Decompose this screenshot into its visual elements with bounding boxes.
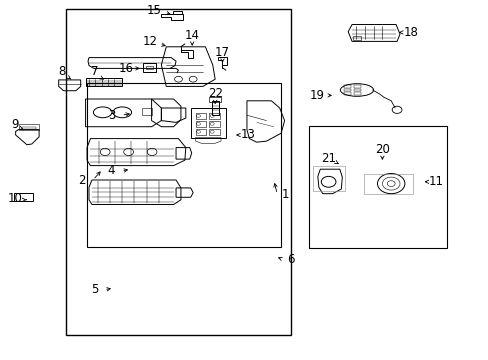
Text: 11: 11 (428, 175, 443, 188)
Text: 16: 16 (119, 62, 133, 75)
Text: 20: 20 (374, 143, 389, 156)
Bar (195, 113, 206, 119)
Bar (308, 126, 447, 248)
Bar (85, 78, 122, 86)
Bar (209, 97, 221, 102)
Text: 18: 18 (403, 26, 417, 39)
Bar (353, 85, 361, 88)
Bar (353, 89, 361, 91)
Text: 3: 3 (107, 109, 115, 122)
Bar (343, 85, 350, 88)
Text: 22: 22 (207, 87, 222, 100)
Text: 12: 12 (143, 35, 158, 48)
Bar (209, 113, 220, 119)
Bar (195, 129, 206, 135)
Bar (142, 63, 155, 72)
Text: 19: 19 (309, 89, 324, 102)
Text: 10: 10 (7, 192, 22, 204)
Bar (312, 166, 344, 191)
Bar (145, 66, 152, 69)
Bar (142, 108, 151, 115)
Bar (190, 108, 225, 138)
Bar (87, 83, 281, 247)
Text: 1: 1 (281, 188, 288, 201)
Text: 21: 21 (321, 152, 335, 165)
Bar (211, 101, 218, 115)
Text: 9: 9 (11, 118, 19, 131)
Text: 15: 15 (146, 4, 161, 17)
Text: 13: 13 (241, 129, 255, 141)
Bar (343, 92, 350, 95)
Bar (209, 129, 220, 135)
Bar (209, 121, 220, 127)
Text: 4: 4 (107, 165, 115, 177)
Text: 8: 8 (58, 65, 66, 78)
Text: 6: 6 (286, 253, 294, 266)
Text: 2: 2 (78, 174, 85, 186)
Text: 14: 14 (184, 29, 199, 42)
Bar (343, 89, 350, 91)
Bar (364, 174, 412, 194)
Text: 5: 5 (90, 283, 98, 296)
Bar (195, 121, 206, 127)
Text: 17: 17 (215, 46, 229, 59)
Text: 7: 7 (90, 65, 98, 78)
Bar (14, 193, 33, 201)
Bar (352, 36, 360, 40)
Bar (353, 92, 361, 95)
Bar (66, 9, 290, 335)
